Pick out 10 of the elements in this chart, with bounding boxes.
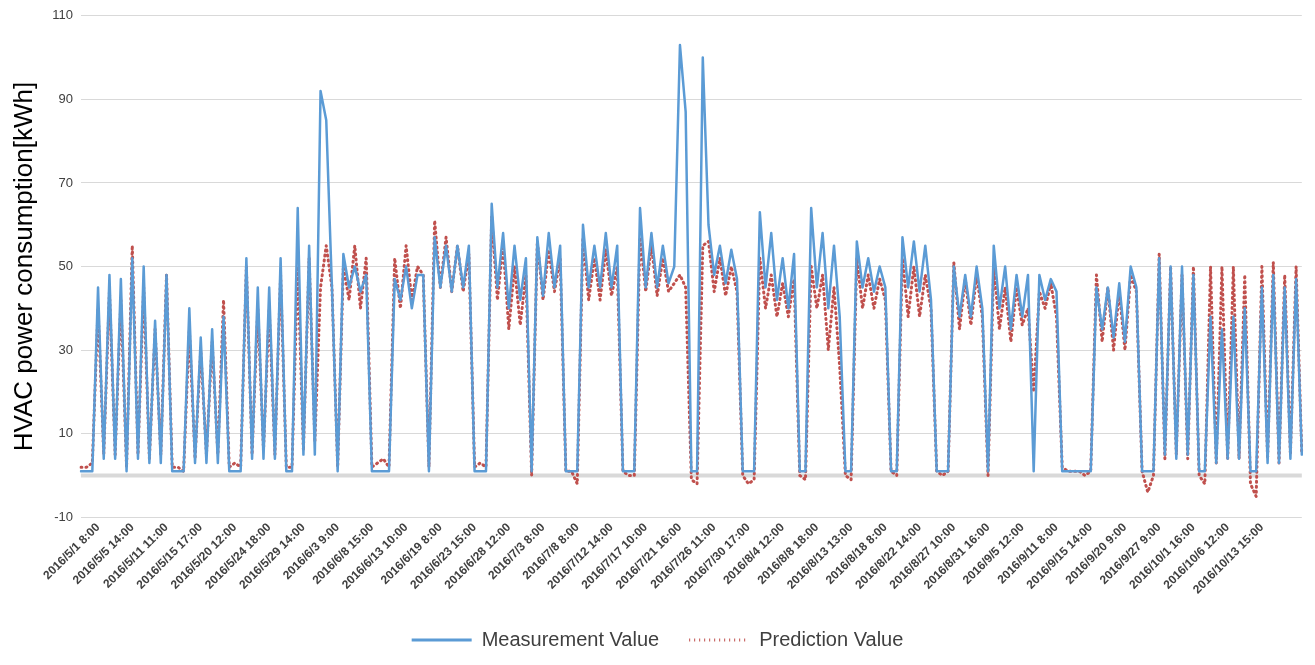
y-tick-label: 10 <box>58 425 73 441</box>
y-tick-label: 50 <box>58 258 73 274</box>
y-tick-label: 110 <box>52 7 73 23</box>
y-tick-label: -10 <box>54 508 73 524</box>
legend-label: Prediction Value <box>759 627 904 650</box>
y-tick-label: 70 <box>58 174 73 190</box>
legend-label: Measurement Value <box>481 627 660 650</box>
y-tick-label: 90 <box>58 90 73 106</box>
y-axis-title: HVAC power consumption[kWh] <box>7 81 38 452</box>
y-tick-label: 30 <box>58 341 73 357</box>
